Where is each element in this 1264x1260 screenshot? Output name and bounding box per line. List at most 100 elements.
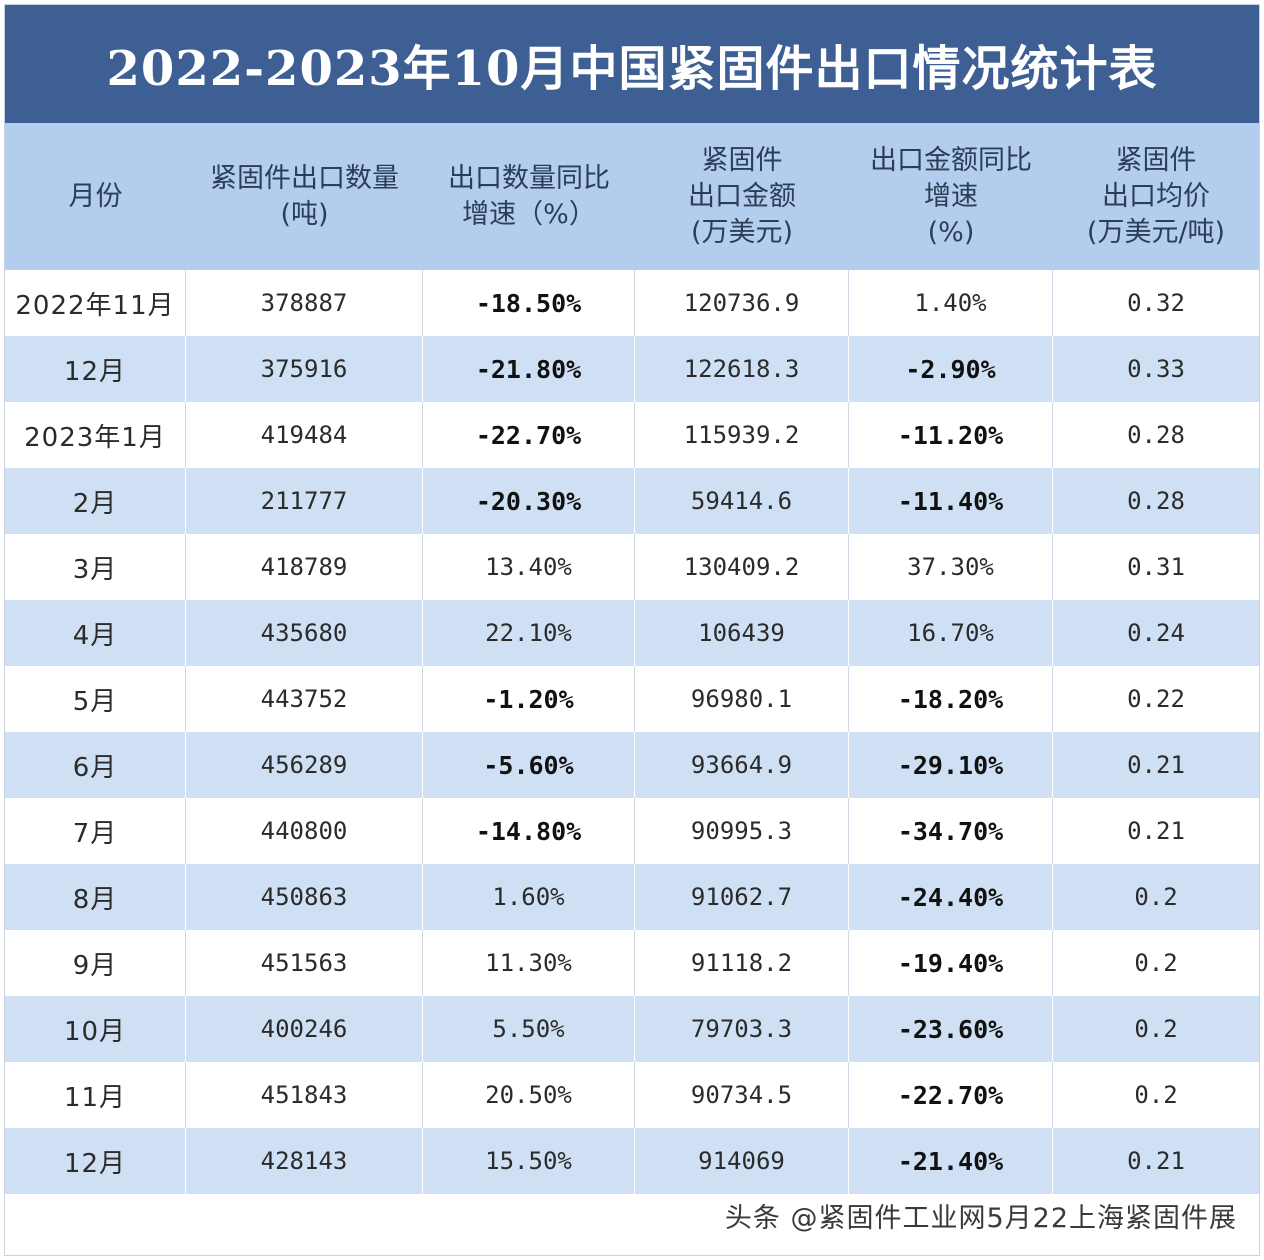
table-row: 2023年1月 419484 -22.70% 115939.2 -11.20% 0.28 — [5, 402, 1259, 468]
cell-amount-yoy: 1.40% — [849, 270, 1053, 336]
cell-quantity-yoy: 1.60% — [423, 864, 635, 930]
header-average-price: 紧固件 出口均价 (万美元/吨) — [1053, 123, 1259, 270]
cell-export-amount: 59414.6 — [635, 468, 849, 534]
cell-quantity-yoy: -18.50% — [423, 270, 635, 336]
cell-export-quantity: 211777 — [186, 468, 423, 534]
cell-average-price: 0.28 — [1127, 421, 1185, 449]
table-header-row: 月份 紧固件出口数量 (吨) 出口数量同比 增速（%） 紧固件出口金额 (万美元) 出口金额同… — [5, 123, 1259, 270]
cell-amount-yoy: -2.90% — [849, 336, 1053, 402]
cell-month: 4月 — [5, 600, 186, 666]
table-row: 3月 418789 13.40% 130409.2 37.30% 0.31 — [5, 534, 1259, 600]
header-line: (万美元/吨) — [1086, 216, 1226, 248]
table-row: 8月 450863 1.60% 91062.7 -24.40% 0.2 — [5, 864, 1259, 930]
cell-export-quantity: 451843 — [186, 1062, 423, 1128]
header-line: (万美元) — [690, 216, 794, 248]
cell-average-price: 0.21 — [1127, 751, 1185, 779]
cell-average-price: 0.21 — [1127, 817, 1185, 845]
cell-export-amount: 93664.9 — [635, 732, 849, 798]
cell-quantity-yoy: 15.50% — [423, 1128, 635, 1194]
cell-month: 3月 — [5, 534, 186, 600]
cell-export-amount: 122618.3 — [635, 336, 849, 402]
cell-export-amount: 130409.2 — [635, 534, 849, 600]
header-line: 增速（%） — [462, 198, 596, 230]
header-line: (吨) — [280, 198, 329, 230]
cell-amount-yoy: -29.10% — [849, 732, 1053, 798]
header-line: 增速 — [924, 180, 978, 212]
cell-export-quantity: 435680 — [186, 600, 423, 666]
cell-amount-yoy: -19.40% — [849, 930, 1053, 996]
table-row: 6月 456289 -5.60% 93664.9 -29.10% 0.21 — [5, 732, 1259, 798]
table-body: 2022年11月 378887 -18.50% 120736.9 1.40% 0.32 12… — [5, 270, 1259, 1194]
cell-export-amount: 91118.2 — [635, 930, 849, 996]
header-line: (%) — [927, 216, 975, 248]
header-amount-yoy: 出口金额同比 增速 (%) — [849, 123, 1053, 270]
header-line: 出口数量同比 — [448, 162, 610, 194]
cell-average-price: 0.31 — [1127, 553, 1185, 581]
cell-average-price: 0.2 — [1134, 883, 1178, 911]
header-line: 紧固件 — [701, 144, 783, 176]
header-line: 出口均价 — [1102, 180, 1210, 212]
cell-average-price: 0.33 — [1127, 355, 1185, 383]
header-line: 月份 — [68, 180, 123, 212]
cell-month: 2月 — [5, 468, 186, 534]
cell-average-price: 0.32 — [1127, 289, 1185, 317]
cell-export-quantity: 443752 — [186, 666, 423, 732]
table-row: 5月 443752 -1.20% 96980.1 -18.20% 0.22 — [5, 666, 1259, 732]
cell-export-quantity: 451563 — [186, 930, 423, 996]
table-row: 10月 400246 5.50% 79703.3 -23.60% 0.2 — [5, 996, 1259, 1062]
cell-quantity-yoy: -20.30% — [423, 468, 635, 534]
cell-export-amount: 79703.3 — [635, 996, 849, 1062]
cell-quantity-yoy: -1.20% — [423, 666, 635, 732]
cell-month: 8月 — [5, 864, 186, 930]
cell-month: 10月 — [5, 996, 186, 1062]
table-row: 11月 451843 20.50% 90734.5 -22.70% 0.2 — [5, 1062, 1259, 1128]
cell-quantity-yoy: 20.50% — [423, 1062, 635, 1128]
cell-average-price: 0.2 — [1134, 949, 1178, 977]
cell-quantity-yoy: 13.40% — [423, 534, 635, 600]
cell-month: 2023年1月 — [5, 402, 186, 468]
cell-export-amount: 90734.5 — [635, 1062, 849, 1128]
table-row: 7月 440800 -14.80% 90995.3 -34.70% 0.21 — [5, 798, 1259, 864]
cell-amount-yoy: -23.60% — [849, 996, 1053, 1062]
cell-average-price: 0.21 — [1127, 1147, 1185, 1175]
cell-amount-yoy: -18.20% — [849, 666, 1053, 732]
cell-amount-yoy: 37.30% — [849, 534, 1053, 600]
cell-quantity-yoy: -14.80% — [423, 798, 635, 864]
statistics-table: 2022-2023年10月中国紧固件出口情况统计表 月份 紧固件出口数量 (吨) 出口… — [4, 4, 1260, 1256]
cell-export-amount: 96980.1 — [635, 666, 849, 732]
header-export-amount: 紧固件出口金额 (万美元) — [635, 123, 849, 270]
cell-month: 6月 — [5, 732, 186, 798]
table-row: 2月 211777 -20.30% 59414.6 -11.40% 0.28 — [5, 468, 1259, 534]
table-title: 2022-2023年10月中国紧固件出口情况统计表 — [106, 41, 1158, 97]
header-export-quantity: 紧固件出口数量 (吨) — [186, 123, 423, 270]
cell-average-price: 0.24 — [1127, 619, 1185, 647]
cell-quantity-yoy: -22.70% — [423, 402, 635, 468]
header-line: 出口金额 — [688, 180, 796, 212]
table-row: 12月 428143 15.50% 914069 -21.40% 0.21 — [5, 1128, 1259, 1194]
cell-average-price: 0.2 — [1134, 1081, 1178, 1109]
header-line: 紧固件出口数量 — [210, 162, 399, 194]
cell-export-quantity: 428143 — [186, 1128, 423, 1194]
cell-quantity-yoy: 5.50% — [423, 996, 635, 1062]
cell-export-quantity: 450863 — [186, 864, 423, 930]
cell-export-quantity: 378887 — [186, 270, 423, 336]
table-row: 4月 435680 22.10% 106439 16.70% 0.24 — [5, 600, 1259, 666]
cell-month: 7月 — [5, 798, 186, 864]
cell-amount-yoy: -22.70% — [849, 1062, 1053, 1128]
cell-quantity-yoy: -21.80% — [423, 336, 635, 402]
cell-average-price: 0.2 — [1134, 1015, 1178, 1043]
cell-month: 12月 — [5, 336, 186, 402]
cell-amount-yoy: -11.40% — [849, 468, 1053, 534]
cell-amount-yoy: -21.40% — [849, 1128, 1053, 1194]
table-row: 9月 451563 11.30% 91118.2 -19.40% 0.2 — [5, 930, 1259, 996]
cell-export-amount: 914069 — [635, 1128, 849, 1194]
header-month: 月份 — [5, 123, 186, 270]
cell-amount-yoy: 16.70% — [849, 600, 1053, 666]
header-line: 出口金额同比 — [870, 144, 1032, 176]
cell-export-quantity: 400246 — [186, 996, 423, 1062]
cell-month: 5月 — [5, 666, 186, 732]
cell-average-price: 0.28 — [1127, 487, 1185, 515]
cell-export-quantity: 440800 — [186, 798, 423, 864]
watermark-text: 头条 @紧固件工业网5月22上海紧固件展 — [724, 1203, 1237, 1234]
cell-average-price: 0.22 — [1127, 685, 1185, 713]
